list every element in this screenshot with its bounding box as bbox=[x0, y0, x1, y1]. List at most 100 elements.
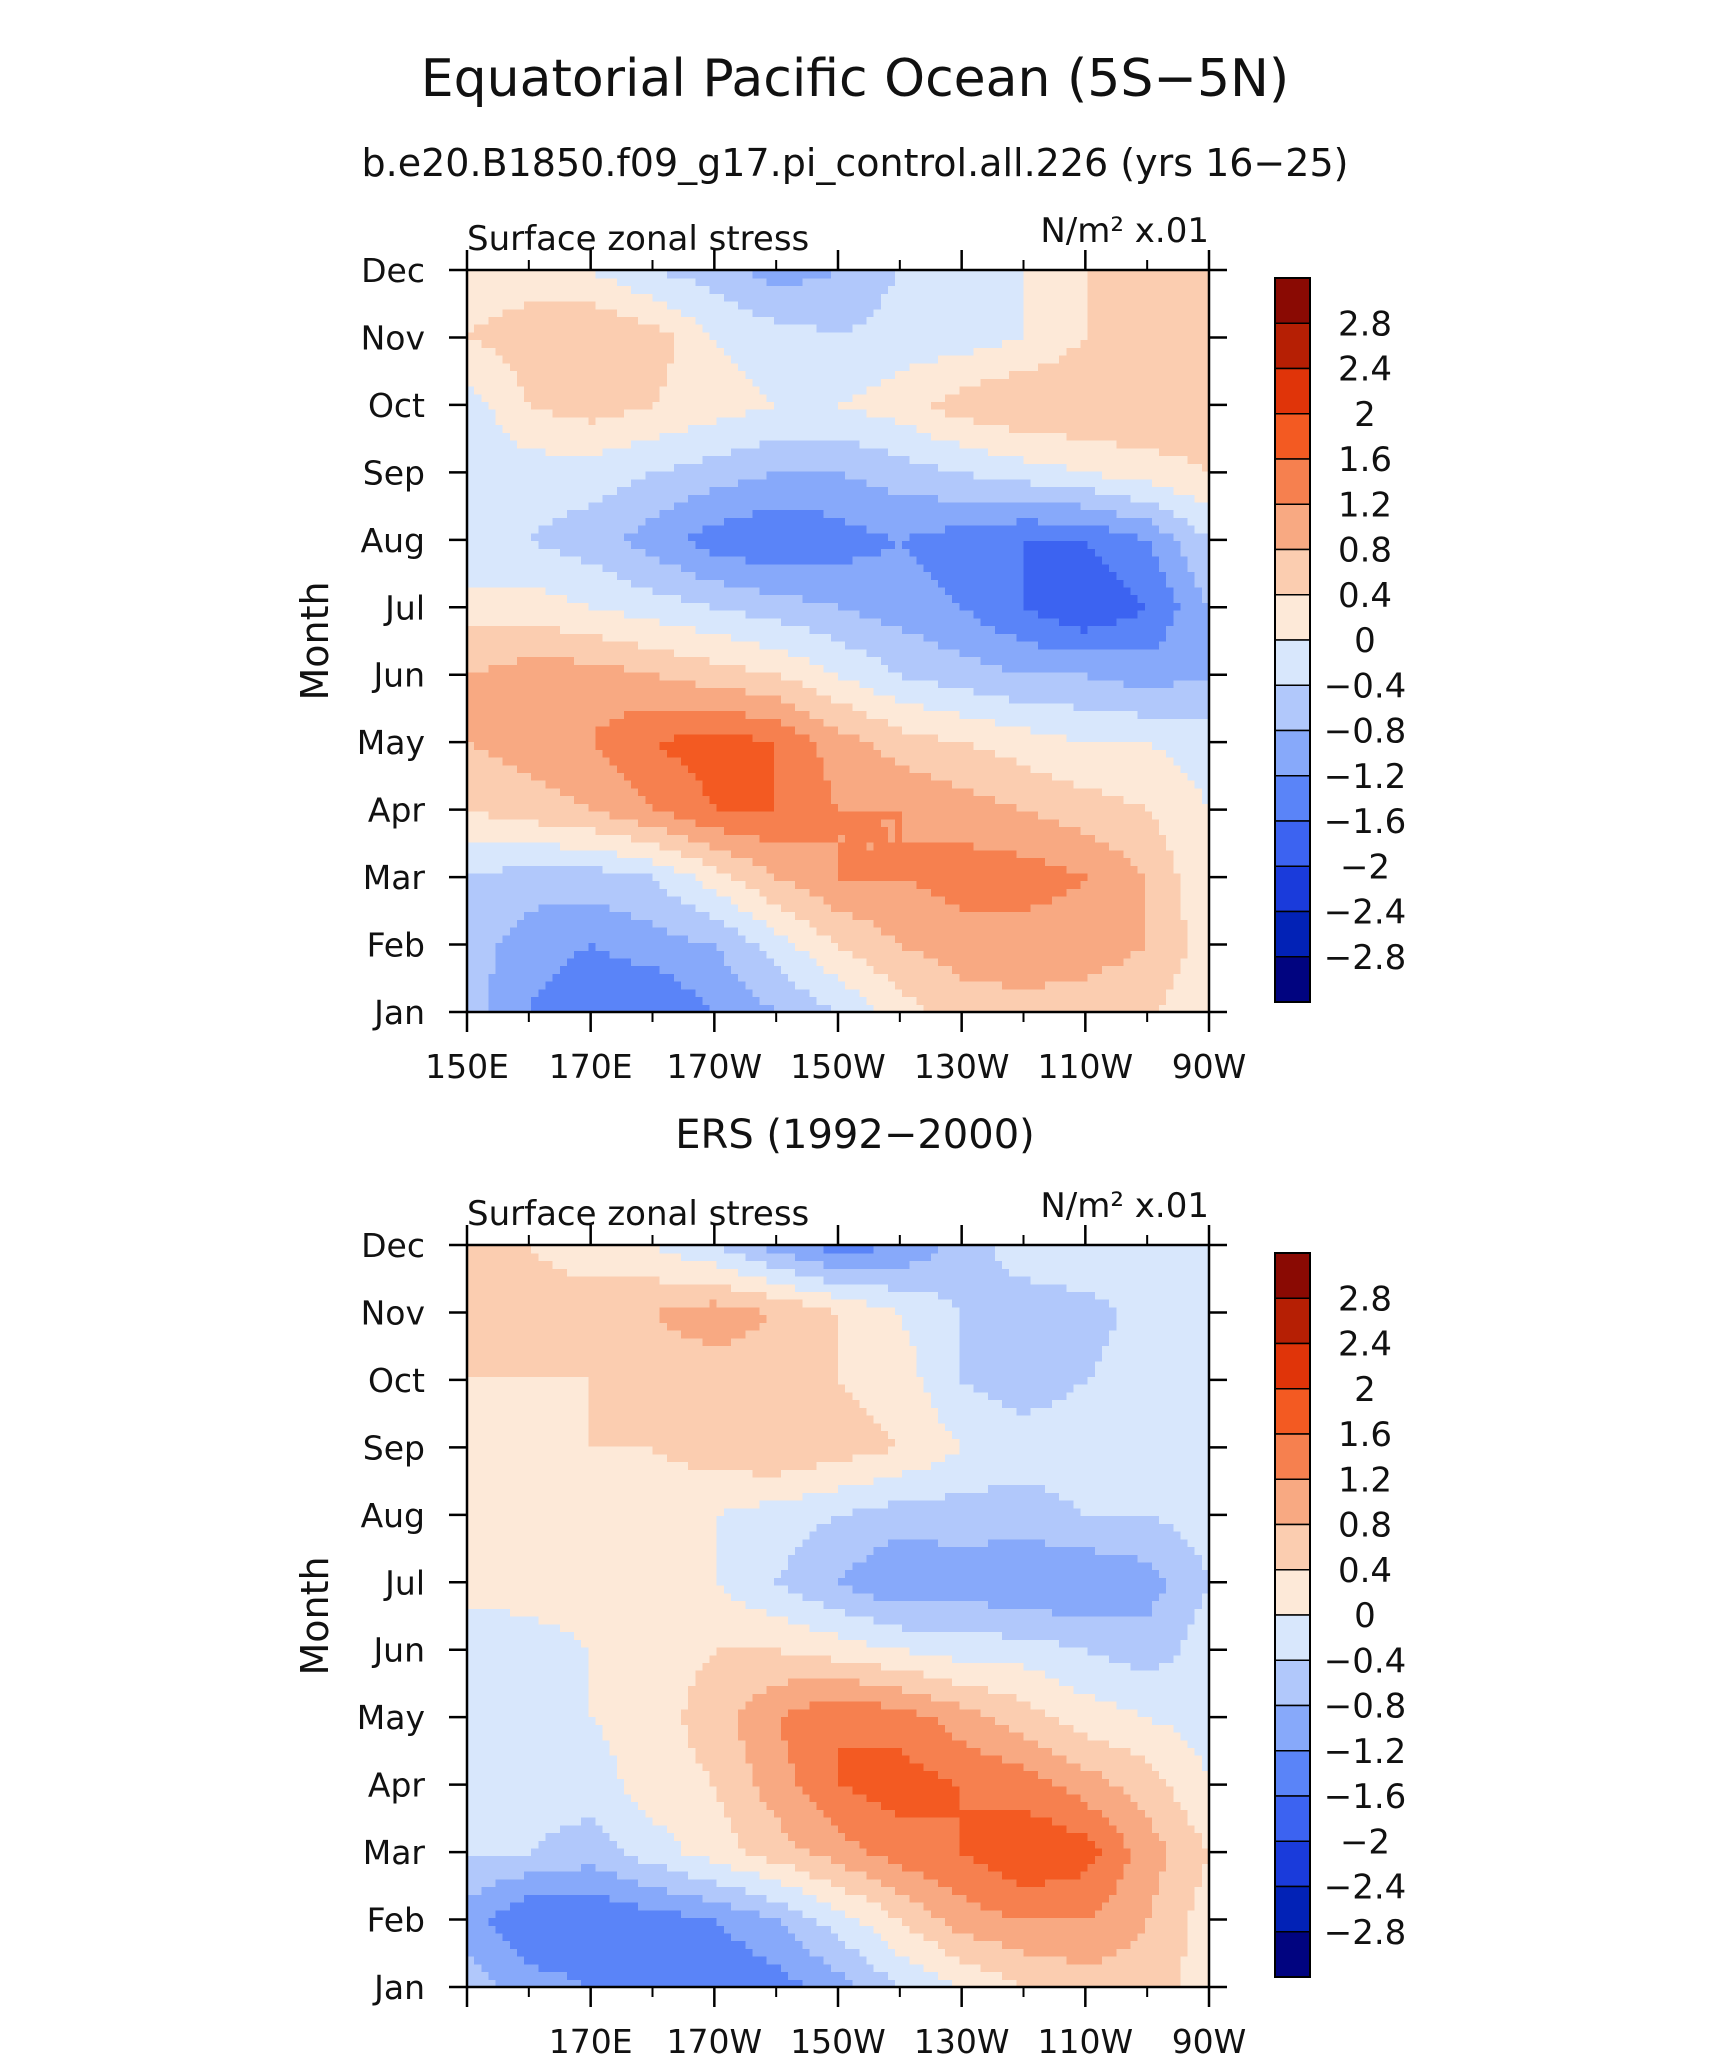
contour-cell bbox=[887, 1909, 932, 1919]
contour-cell bbox=[1159, 826, 1210, 835]
contour-cell bbox=[1180, 888, 1210, 897]
contour-cell bbox=[467, 1376, 589, 1385]
contour-cell bbox=[994, 1716, 1060, 1725]
contour-cell bbox=[980, 1963, 1182, 1973]
contour-cell bbox=[809, 1793, 868, 1803]
contour-cell bbox=[467, 1476, 875, 1486]
contour-cell bbox=[1123, 1786, 1174, 1795]
contour-cell bbox=[1144, 896, 1182, 905]
contour-cell bbox=[816, 1461, 932, 1470]
contour-cell bbox=[887, 1538, 939, 1548]
contour-cell bbox=[638, 818, 696, 828]
contour-cell bbox=[516, 440, 632, 449]
contour-cell bbox=[959, 1847, 1103, 1857]
contour-cell bbox=[1087, 625, 1167, 634]
contour-cell bbox=[866, 316, 1025, 325]
contour-cell bbox=[1187, 1909, 1210, 1919]
contour-cell bbox=[702, 880, 746, 889]
contour-cell bbox=[816, 741, 875, 750]
contour-cell bbox=[866, 957, 939, 967]
contour-cell bbox=[1023, 455, 1189, 464]
contour-cell bbox=[1080, 339, 1210, 348]
contour-cell bbox=[852, 555, 918, 565]
contour-cell bbox=[880, 548, 910, 557]
contour-cell bbox=[1066, 888, 1146, 897]
contour-cell bbox=[1194, 494, 1210, 503]
contour-cell bbox=[609, 811, 675, 820]
contour-cell bbox=[681, 1840, 739, 1849]
contour-cell bbox=[866, 1871, 925, 1880]
contour-cell bbox=[688, 1724, 739, 1733]
contour-cell bbox=[467, 1608, 511, 1617]
contour-cell bbox=[623, 610, 746, 619]
contour-cell bbox=[588, 1670, 696, 1679]
contour-cell bbox=[1087, 270, 1210, 279]
contour-cell bbox=[1166, 1847, 1210, 1857]
contour-cell bbox=[1173, 973, 1210, 982]
contour-cell bbox=[716, 1538, 803, 1548]
contour-cell bbox=[467, 1871, 525, 1880]
contour-cell bbox=[574, 950, 611, 959]
contour-cell bbox=[638, 641, 761, 650]
contour-cell bbox=[952, 1731, 1025, 1741]
contour-cell bbox=[959, 1816, 1053, 1826]
contour-cell bbox=[930, 1461, 1210, 1470]
contour-cell bbox=[959, 1306, 1117, 1316]
contour-cell bbox=[495, 416, 589, 426]
contour-cell bbox=[809, 625, 903, 634]
contour-cell bbox=[873, 1546, 1096, 1555]
contour-cell bbox=[467, 857, 654, 866]
contour-cell bbox=[838, 1631, 1003, 1640]
contour-cell bbox=[467, 780, 547, 789]
units-label: N/m² x.01 bbox=[1040, 211, 1209, 251]
x-tick-label: 170E bbox=[549, 1047, 633, 1086]
contour-cell bbox=[788, 1561, 853, 1571]
contour-cell bbox=[531, 532, 625, 542]
contour-cell bbox=[1030, 726, 1210, 735]
contour-cell bbox=[467, 1554, 718, 1563]
contour-cell bbox=[887, 1971, 939, 1980]
contour-cell bbox=[845, 470, 975, 480]
contour-cell bbox=[994, 749, 1167, 758]
contour-cell bbox=[752, 988, 811, 998]
contour-cell bbox=[467, 1786, 625, 1795]
contour-cell bbox=[1044, 1538, 1189, 1548]
contour-cell bbox=[759, 888, 811, 897]
contour-cell bbox=[830, 1855, 889, 1864]
units-label: N/m² x.01 bbox=[1040, 1186, 1209, 1226]
contour-cell bbox=[1187, 1925, 1210, 1934]
contour-cell bbox=[909, 1956, 960, 1965]
contour-cell bbox=[588, 1430, 889, 1439]
contour-fill bbox=[467, 1245, 1210, 1988]
contour-cell bbox=[595, 826, 668, 835]
contour-cell bbox=[823, 718, 889, 727]
contour-cell bbox=[652, 803, 718, 812]
contour-cell bbox=[1087, 285, 1210, 294]
contour-cell bbox=[773, 787, 832, 797]
contour-cell bbox=[809, 1948, 860, 1957]
contour-cell bbox=[745, 687, 818, 696]
colorbar-label: 1.2 bbox=[1338, 1460, 1392, 1500]
contour-cell bbox=[695, 625, 811, 634]
contour-cell bbox=[673, 355, 732, 364]
contour-cell bbox=[467, 1755, 618, 1764]
contour-cell bbox=[1023, 571, 1117, 580]
contour-cell bbox=[716, 803, 775, 812]
contour-cell bbox=[1173, 865, 1210, 874]
contour-cell bbox=[873, 1616, 1196, 1625]
contour-cell bbox=[695, 772, 775, 781]
contour-cell bbox=[495, 1979, 582, 1988]
contour-cell bbox=[566, 1268, 739, 1277]
colorbar-label: 1.6 bbox=[1338, 440, 1392, 480]
contour-cell bbox=[467, 362, 511, 372]
contour-cell bbox=[1137, 1801, 1182, 1810]
contour-cell bbox=[467, 1724, 604, 1733]
contour-cell bbox=[937, 641, 1039, 650]
contour-cell bbox=[673, 811, 903, 820]
contour-cell bbox=[1151, 811, 1210, 820]
x-tick-label: 110W bbox=[1038, 1047, 1134, 1086]
contour-cell bbox=[1201, 1863, 1210, 1872]
contour-cell bbox=[838, 973, 889, 982]
contour-cell bbox=[773, 749, 818, 758]
